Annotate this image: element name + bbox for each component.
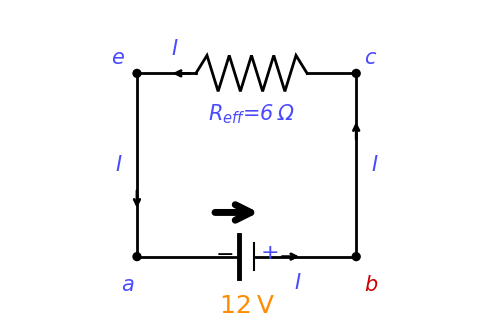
- Text: $I$: $I$: [371, 155, 379, 175]
- Text: a: a: [121, 275, 134, 295]
- Circle shape: [133, 253, 141, 261]
- Text: c: c: [364, 49, 376, 68]
- Circle shape: [352, 69, 360, 77]
- Text: b: b: [364, 275, 378, 295]
- Text: $I$: $I$: [294, 273, 301, 293]
- Circle shape: [133, 69, 141, 77]
- Text: 12 V: 12 V: [220, 294, 274, 318]
- Text: $I$: $I$: [115, 155, 122, 175]
- Text: $I$: $I$: [171, 39, 179, 59]
- Text: $-$: $-$: [215, 243, 233, 263]
- Text: $R_{eff}$=6 Ω: $R_{eff}$=6 Ω: [208, 103, 295, 126]
- Text: e: e: [111, 49, 124, 68]
- Circle shape: [352, 253, 360, 261]
- Text: $+$: $+$: [261, 243, 279, 263]
